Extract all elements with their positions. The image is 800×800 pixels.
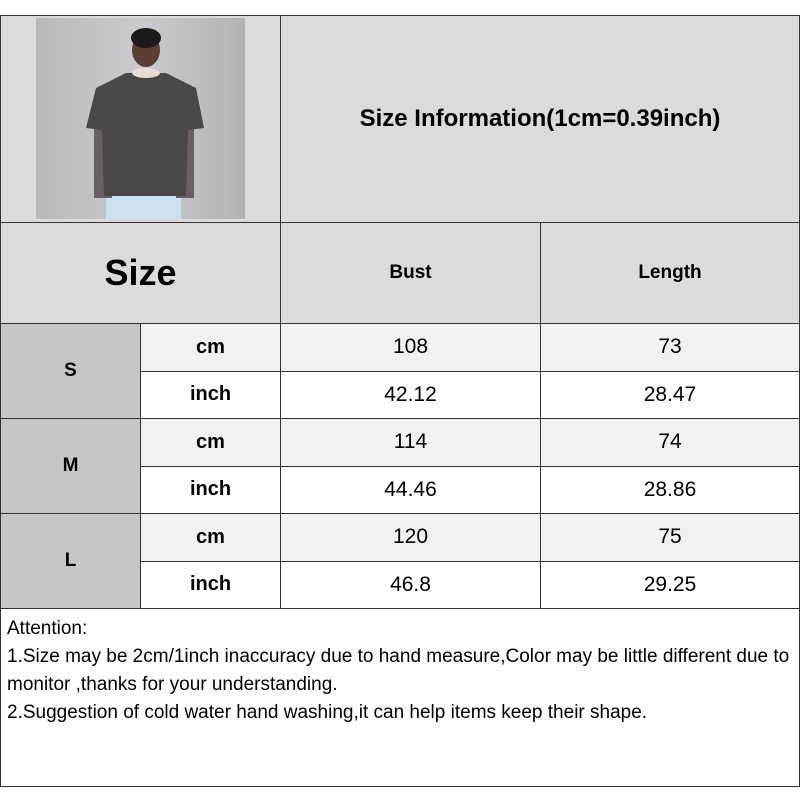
unit-cell: inch xyxy=(140,465,281,514)
size-info-title: Size Information(1cm=0.39inch) xyxy=(280,15,800,223)
length-header: Length xyxy=(540,222,800,324)
attention-heading: Attention: xyxy=(7,618,88,639)
attention-line-2: 2.Suggestion of cold water hand washing,… xyxy=(7,702,648,723)
bust-value: 108 xyxy=(280,323,541,372)
attention-note: Attention: 1.Size may be 2cm/1inch inacc… xyxy=(0,608,800,787)
unit-cell: cm xyxy=(140,513,281,562)
size-label-L: L xyxy=(0,513,141,609)
size-label-M: M xyxy=(0,418,141,514)
length-value: 28.86 xyxy=(540,465,800,514)
bust-value: 44.46 xyxy=(280,465,541,514)
bust-value: 120 xyxy=(280,513,541,562)
attention-line-1: 1.Size may be 2cm/1inch inaccuracy due t… xyxy=(7,646,795,695)
bust-value: 46.8 xyxy=(280,560,541,609)
bust-value: 42.12 xyxy=(280,370,541,419)
length-value: 74 xyxy=(540,418,800,467)
unit-cell: inch xyxy=(140,560,281,609)
length-value: 73 xyxy=(540,323,800,372)
length-value: 75 xyxy=(540,513,800,562)
unit-cell: cm xyxy=(140,323,281,372)
unit-cell: cm xyxy=(140,418,281,467)
product-photo xyxy=(36,18,245,219)
size-label-S: S xyxy=(0,323,141,419)
length-value: 29.25 xyxy=(540,560,800,609)
length-value: 28.47 xyxy=(540,370,800,419)
bust-value: 114 xyxy=(280,418,541,467)
bust-header: Bust xyxy=(280,222,541,324)
unit-cell: inch xyxy=(140,370,281,419)
size-header: Size xyxy=(0,222,281,324)
